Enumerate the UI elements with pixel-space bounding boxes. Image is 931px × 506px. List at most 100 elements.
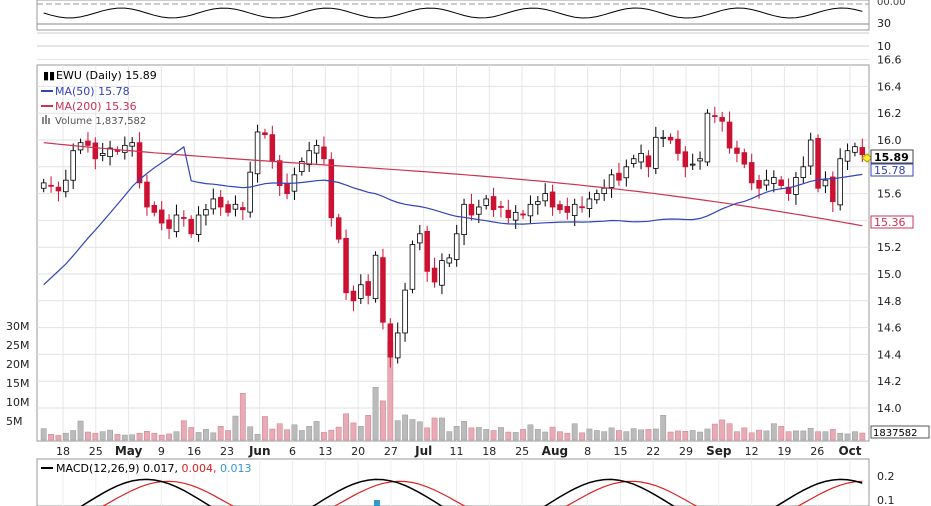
volume-bar — [652, 428, 659, 441]
candle-body — [99, 152, 106, 156]
volume-bar — [793, 430, 799, 441]
candle-body — [365, 281, 371, 296]
candle-body — [439, 260, 445, 286]
volume-bar — [158, 434, 165, 441]
volume-bar — [638, 429, 644, 441]
candle-body — [586, 198, 593, 210]
candle-body — [240, 207, 246, 211]
candle-body — [129, 142, 135, 147]
volume-bar — [357, 426, 364, 441]
volume-bar — [800, 430, 807, 441]
volume-tick-label: 10M — [6, 396, 30, 409]
candle-body — [409, 244, 416, 290]
candle-body — [417, 233, 423, 244]
volume-bar — [77, 420, 84, 441]
candle-body — [498, 206, 504, 208]
legend-ma200: MA(200) 15.36 — [55, 100, 137, 113]
candle-body — [55, 186, 62, 192]
candle-body — [535, 201, 541, 205]
candle-body — [594, 193, 600, 201]
volume-bar — [564, 432, 571, 441]
volume-bar — [284, 429, 290, 441]
date-tick-label: 12 — [745, 445, 759, 458]
date-tick-label: 23 — [220, 445, 234, 458]
volume-bar — [313, 421, 320, 441]
volume-bar — [704, 428, 711, 441]
volume-bar — [203, 429, 209, 441]
candle-body — [247, 171, 253, 213]
date-tick-label: May — [115, 444, 143, 458]
macd-value: 0.017, — [143, 462, 178, 475]
candle-body — [844, 150, 851, 162]
macd-legend-text: MACD(12,26,9) 0.017, 0.004, 0.013 — [56, 462, 252, 475]
legend-volume-label: Volume — [55, 116, 92, 127]
candle-body — [402, 289, 408, 334]
volume-tick-label: 30M — [6, 320, 30, 333]
candle-body — [313, 144, 320, 154]
volume-bar — [822, 431, 829, 441]
candle-body — [210, 198, 217, 210]
candle-body — [195, 214, 202, 236]
price-tick-label: 15.6 — [877, 188, 902, 201]
candle-body — [719, 117, 725, 122]
date-tick-label: 13 — [318, 445, 332, 458]
ma200-badge-text: 15.36 — [874, 216, 906, 229]
volume-bar — [756, 429, 762, 441]
candle-body — [520, 213, 526, 216]
candle-body — [107, 147, 113, 158]
candle-body — [321, 146, 327, 160]
volume-bar — [837, 432, 844, 441]
volume-bar — [616, 430, 622, 441]
candle-body — [158, 209, 165, 224]
volume-bar — [571, 423, 578, 441]
legend-last: 15.89 — [125, 69, 157, 82]
volume-bar — [483, 429, 490, 441]
candle-body — [262, 132, 268, 136]
candle-body — [653, 136, 659, 169]
candle-body — [122, 144, 128, 153]
volume-bar — [608, 427, 615, 441]
volume-tick-label: 5M — [6, 415, 23, 428]
candle-body — [564, 206, 571, 213]
volume-bar — [114, 434, 121, 441]
price-tick-label: 16.6 — [877, 54, 902, 67]
candle-body — [85, 140, 91, 146]
price-tick-label: 14.4 — [877, 348, 902, 361]
legend-volume: Volume 1,837,582 — [55, 116, 146, 127]
volume-bar — [446, 431, 453, 441]
candle-body — [623, 166, 630, 179]
candle-body — [453, 233, 460, 260]
candle-body — [542, 193, 548, 202]
volume-bar — [859, 432, 866, 441]
macd-tick-label: 0.1 — [877, 494, 895, 506]
volume-bar — [262, 416, 268, 441]
candle-body — [269, 134, 276, 162]
candle-body — [468, 203, 475, 216]
volume-bar — [498, 427, 504, 441]
date-tick-label: 26 — [810, 445, 824, 458]
candle-body — [431, 267, 438, 283]
volume-bar — [586, 428, 593, 441]
date-tick-label: 25 — [515, 445, 529, 458]
candle-body — [505, 209, 512, 219]
candle-body — [697, 158, 703, 162]
top-panel-partial-label: 00.00 — [877, 0, 906, 8]
candle-body — [527, 203, 534, 217]
volume-bar — [726, 423, 733, 441]
volume-swatch-icon — [42, 117, 44, 124]
candle-body — [424, 230, 430, 272]
volume-bar — [815, 431, 821, 441]
candle-body — [151, 204, 158, 213]
volume-bar — [461, 421, 467, 441]
legend-period: (Daily) — [85, 69, 121, 82]
volume-bar — [121, 434, 128, 441]
volume-bar — [107, 429, 113, 441]
volume-bar — [630, 428, 637, 441]
candle-body — [114, 150, 121, 152]
candle-body — [616, 172, 622, 181]
volume-bar — [225, 430, 231, 441]
volume-bar — [534, 429, 541, 441]
candle-body — [830, 176, 836, 203]
volume-bar — [136, 432, 143, 441]
candle-body — [763, 179, 770, 186]
